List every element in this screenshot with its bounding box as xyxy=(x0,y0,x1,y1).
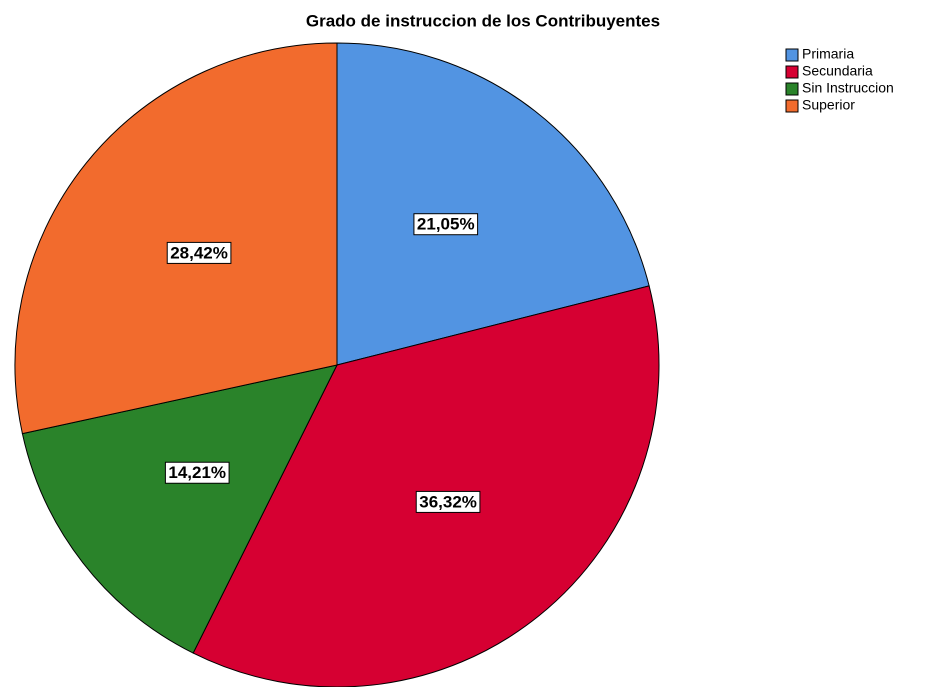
data-label-group: 28,42% xyxy=(166,241,232,264)
data-label-box xyxy=(166,241,232,264)
data-label-box xyxy=(413,213,479,236)
data-label-group: 14,21% xyxy=(164,461,230,484)
data-label: 36,32% xyxy=(419,492,477,511)
legend-label: Superior xyxy=(802,97,855,113)
pie-slice xyxy=(192,285,660,687)
legend-label: Secundaria xyxy=(802,63,873,79)
data-label: 28,42% xyxy=(170,243,228,262)
data-label-group: 21,05% xyxy=(413,213,479,236)
legend-swatch xyxy=(785,48,799,62)
pie-slice xyxy=(336,42,650,366)
pie-slice xyxy=(14,42,338,435)
data-label: 14,21% xyxy=(168,463,226,482)
data-label-box xyxy=(415,490,481,513)
pie-slice xyxy=(21,364,338,654)
legend-swatch xyxy=(785,82,799,96)
legend-label: Sin Instruccion xyxy=(802,80,894,96)
chart-title: Grado de instruccion de los Contribuyent… xyxy=(306,11,660,30)
data-label-box xyxy=(164,461,230,484)
legend-swatch xyxy=(785,99,799,113)
legend-label: Primaria xyxy=(802,46,854,62)
legend-swatch xyxy=(785,65,799,79)
data-label-group: 36,32% xyxy=(415,490,481,513)
data-label: 21,05% xyxy=(417,215,475,234)
